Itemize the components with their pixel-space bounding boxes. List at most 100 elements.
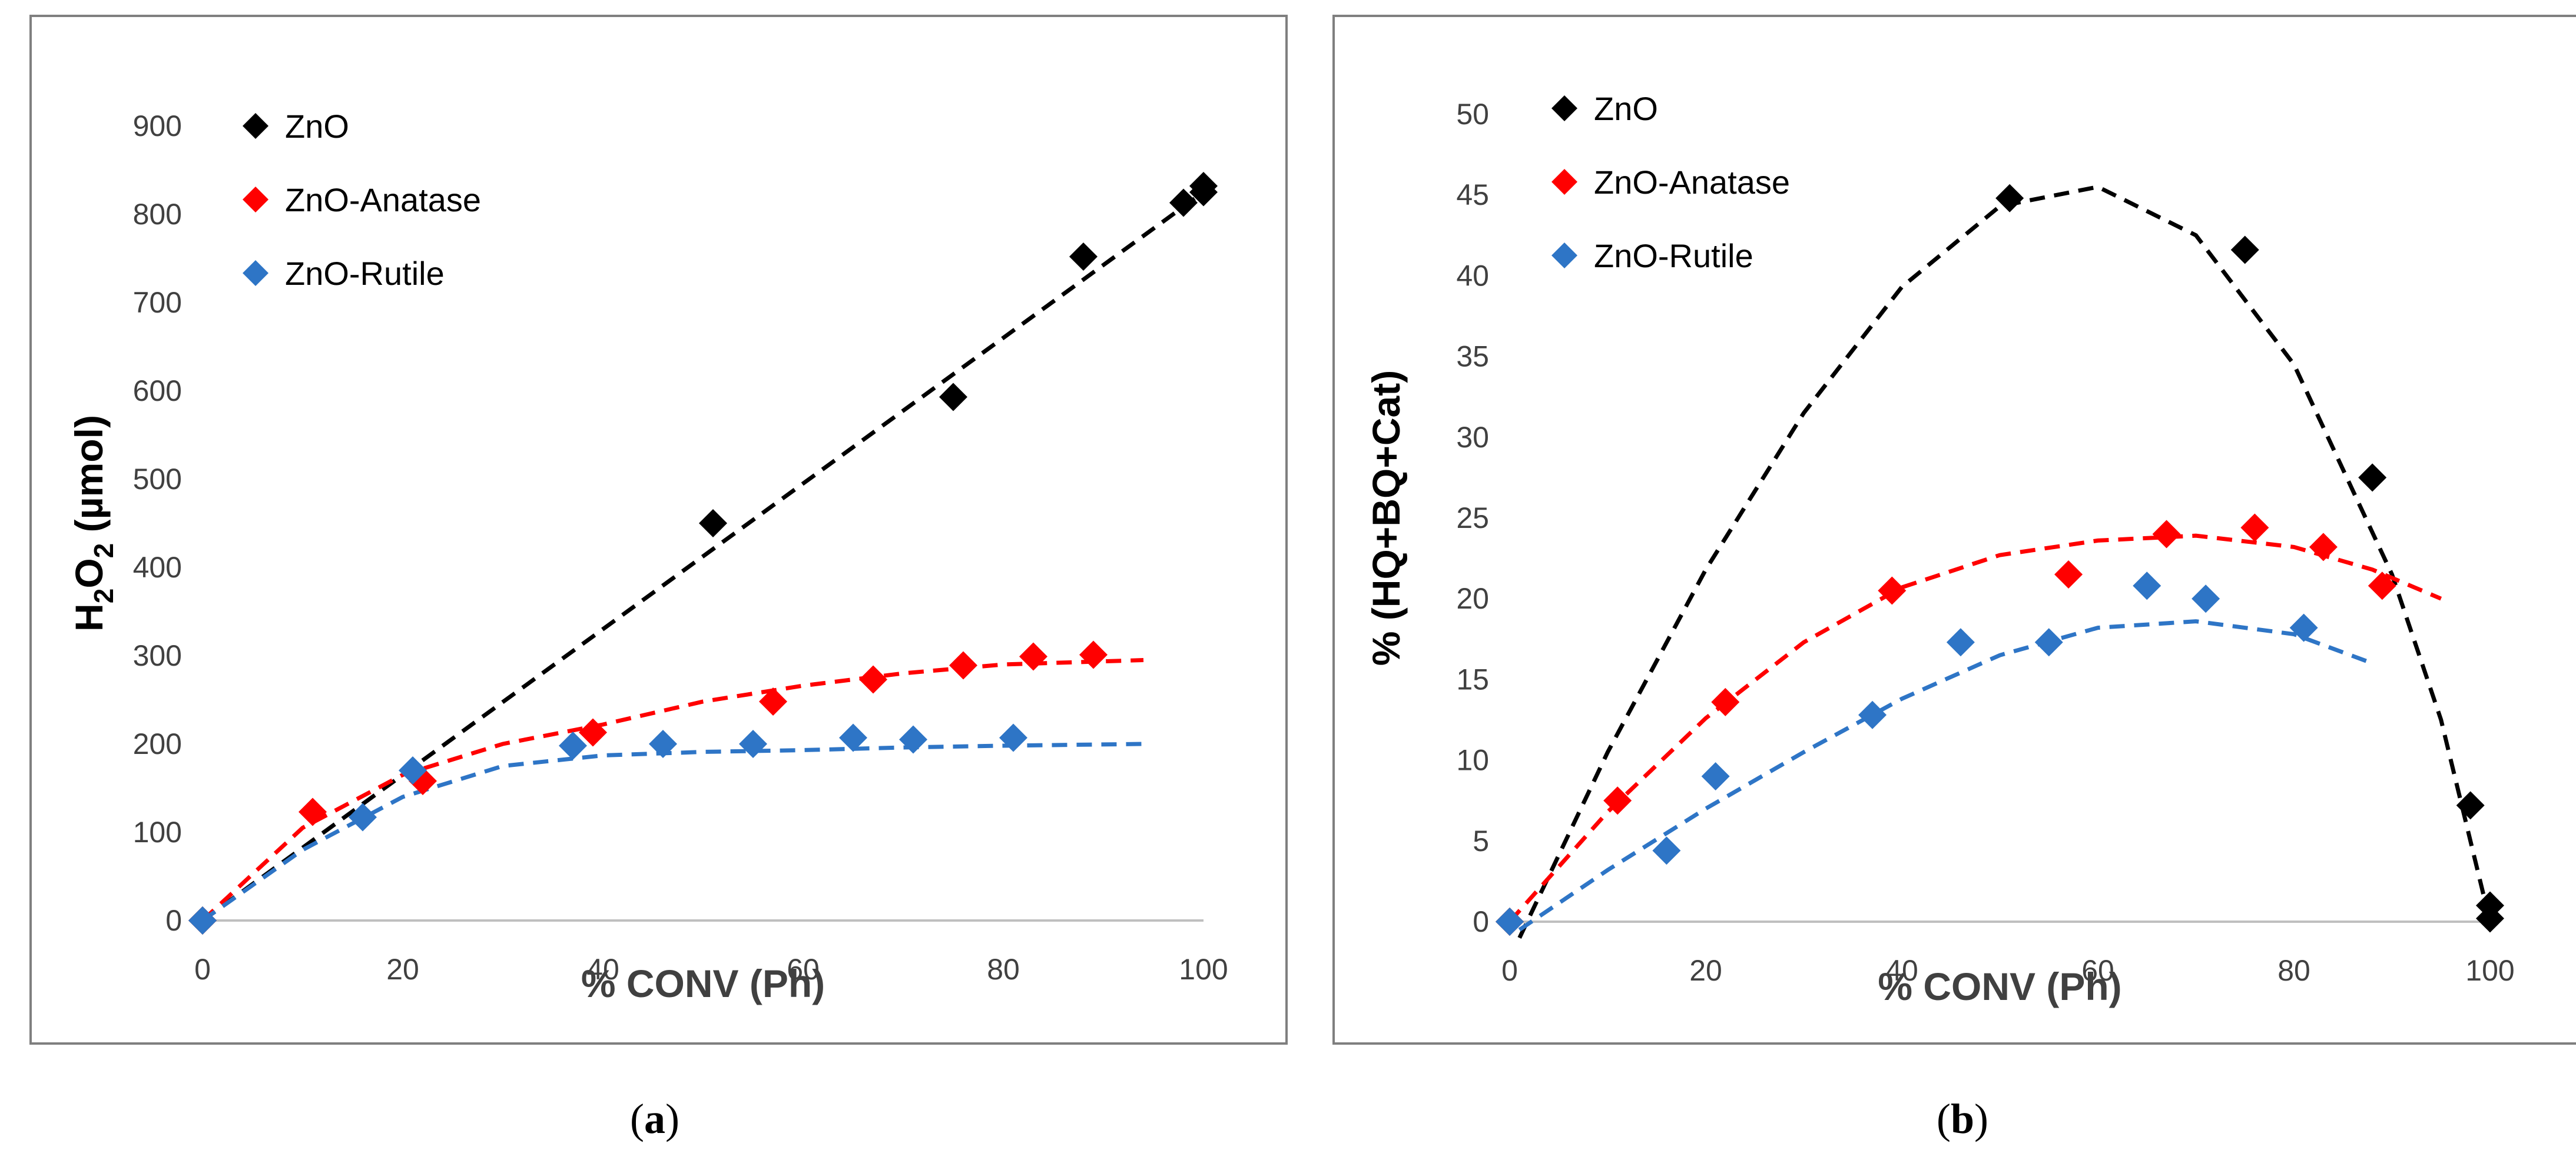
y-tick-label: 0 (165, 904, 182, 937)
y-axis-title: % (HQ+BQ+Cat) (1364, 370, 1408, 666)
y-tick-label: 800 (133, 198, 182, 231)
chart-panel-a: 0 100 200 300 400 500 600 700 800 900 0 20 40 60 80 100… (29, 15, 1288, 1045)
data-point-zno-rutile (349, 803, 377, 832)
legend-label-zno: ZnO (285, 108, 349, 145)
x-tick-label: 60 (2081, 954, 2114, 987)
legend-marker-zno-anatase (243, 187, 268, 212)
data-point-zno-anatase (1878, 576, 1907, 605)
data-point-zno-rutile (1858, 700, 1887, 729)
y-axis-title-subscript: 2 (88, 589, 119, 604)
y-tick-label: 25 (1456, 501, 1489, 534)
y-tick-label: 0 (1473, 905, 1489, 938)
y-tick-label: 700 (133, 286, 182, 319)
trendline-zno (201, 190, 1205, 922)
data-point-zno-anatase (759, 687, 787, 716)
data-point-zno-rutile (999, 723, 1027, 752)
data-point-zno-rutile (1652, 836, 1681, 865)
y-tick-label: 30 (1456, 421, 1489, 454)
data-point-zno-anatase (1603, 786, 1632, 815)
data-point-zno-anatase (2368, 571, 2396, 600)
data-point-zno (939, 383, 967, 411)
data-point-zno-rutile (2133, 571, 2161, 600)
legend-marker-zno-rutile (1551, 242, 1577, 268)
legend-label-zno-anatase: ZnO-Anatase (285, 181, 481, 218)
x-tick-label: 100 (2465, 954, 2514, 987)
trendline-zno-anatase (201, 658, 1144, 922)
x-tick-label: 20 (386, 953, 419, 986)
data-point-zno (699, 509, 727, 537)
trendline-zno-rutile (1518, 619, 2373, 932)
data-point-zno-anatase (2240, 513, 2269, 542)
y-tick-label: 400 (133, 551, 182, 584)
y-tick-label: 10 (1456, 744, 1489, 777)
trendline-zno-anatase (1508, 533, 2442, 923)
legend-marker-zno (1551, 95, 1577, 121)
legend-marker-zno (243, 113, 268, 139)
data-point-zno-rutile (899, 725, 927, 754)
data-point-zno (2358, 463, 2387, 492)
legend-marker-zno-anatase (1551, 169, 1577, 195)
x-tick-label: 40 (586, 953, 619, 986)
data-point-zno-rutile (2034, 628, 2063, 657)
x-axis-title: % CONV (Ph) (581, 962, 825, 1005)
legend-label-zno-rutile: ZnO-Rutile (285, 255, 445, 292)
data-point-zno (1995, 184, 2024, 212)
legend-label-zno-rutile: ZnO-Rutile (1594, 237, 1753, 274)
y-tick-label: 200 (133, 727, 182, 760)
y-tick-label: 50 (1456, 98, 1489, 131)
caption-b: (b) (1936, 1095, 1989, 1142)
legend-marker-zno-rutile (243, 260, 268, 286)
data-point-zno-anatase (1079, 640, 1108, 669)
x-tick-label: 20 (1689, 954, 1722, 987)
data-point-zno-anatase (859, 665, 887, 694)
chart-panel-b: 0 5 10 15 20 25 30 35 40 45 50 0 20 40 60 80 100 % CONV (… (1332, 15, 2576, 1045)
caption-a: (a) (630, 1095, 679, 1142)
x-tick-label: 80 (2277, 954, 2310, 987)
data-point-zno (1069, 242, 1098, 271)
data-point-zno (1189, 172, 1218, 200)
data-point-zno-anatase (299, 797, 327, 826)
data-point-zno-anatase (1711, 687, 1740, 716)
y-tick-label: 5 (1473, 825, 1489, 858)
chart-a-svg: 0 100 200 300 400 500 600 700 800 900 0 20 40 60 80 100… (67, 108, 1228, 1005)
data-point-zno (1169, 188, 1198, 217)
y-tick-label: 35 (1456, 340, 1489, 373)
y-axis-title-part: (µmol) (67, 415, 111, 543)
x-tick-label: 60 (787, 953, 820, 986)
data-point-zno-rutile (1701, 762, 1730, 791)
data-point-zno (2476, 904, 2504, 933)
x-tick-label: 100 (1179, 953, 1228, 986)
data-point-zno-rutile (399, 756, 427, 785)
data-point-zno-rutile (649, 730, 677, 758)
data-point-zno-anatase (2309, 533, 2338, 561)
y-axis-title-subscript: 2 (88, 543, 119, 559)
x-axis-title: % CONV (Ph) (1878, 965, 2121, 1008)
y-tick-label: 900 (133, 109, 182, 142)
legend-label-zno: ZnO (1594, 90, 1658, 127)
data-point-zno-rutile (839, 723, 867, 752)
y-tick-label: 40 (1456, 259, 1489, 292)
trendline-zno (1517, 184, 2492, 939)
data-point-zno-rutile (2289, 613, 2318, 642)
data-point-zno (2456, 791, 2485, 820)
data-point-zno-anatase (2054, 560, 2083, 589)
y-axis-title: H2O2 (µmol) (67, 415, 119, 632)
chart-b-svg: 0 5 10 15 20 25 30 35 40 45 50 0 20 40 60 80 100 % CONV (… (1364, 90, 2515, 1008)
data-point-zno-rutile (739, 730, 767, 758)
y-axis-title-part: O (67, 558, 111, 588)
x-tick-label: 0 (1501, 954, 1518, 987)
y-tick-label: 600 (133, 374, 182, 407)
data-point-zno-rutile (188, 906, 217, 935)
y-tick-label: 300 (133, 639, 182, 672)
y-tick-label: 500 (133, 463, 182, 496)
data-point-zno-anatase (2152, 520, 2181, 549)
trendline-zno-rutile (201, 742, 1144, 922)
data-point-zno-anatase (1019, 642, 1047, 671)
legend-label-zno-anatase: ZnO-Anatase (1594, 164, 1790, 201)
y-tick-label: 45 (1456, 178, 1489, 211)
data-point-zno-rutile (559, 732, 587, 760)
y-tick-label: 15 (1456, 663, 1489, 696)
x-tick-label: 0 (194, 953, 211, 986)
x-tick-label: 40 (1885, 954, 1918, 987)
data-point-zno-rutile (2192, 584, 2220, 613)
